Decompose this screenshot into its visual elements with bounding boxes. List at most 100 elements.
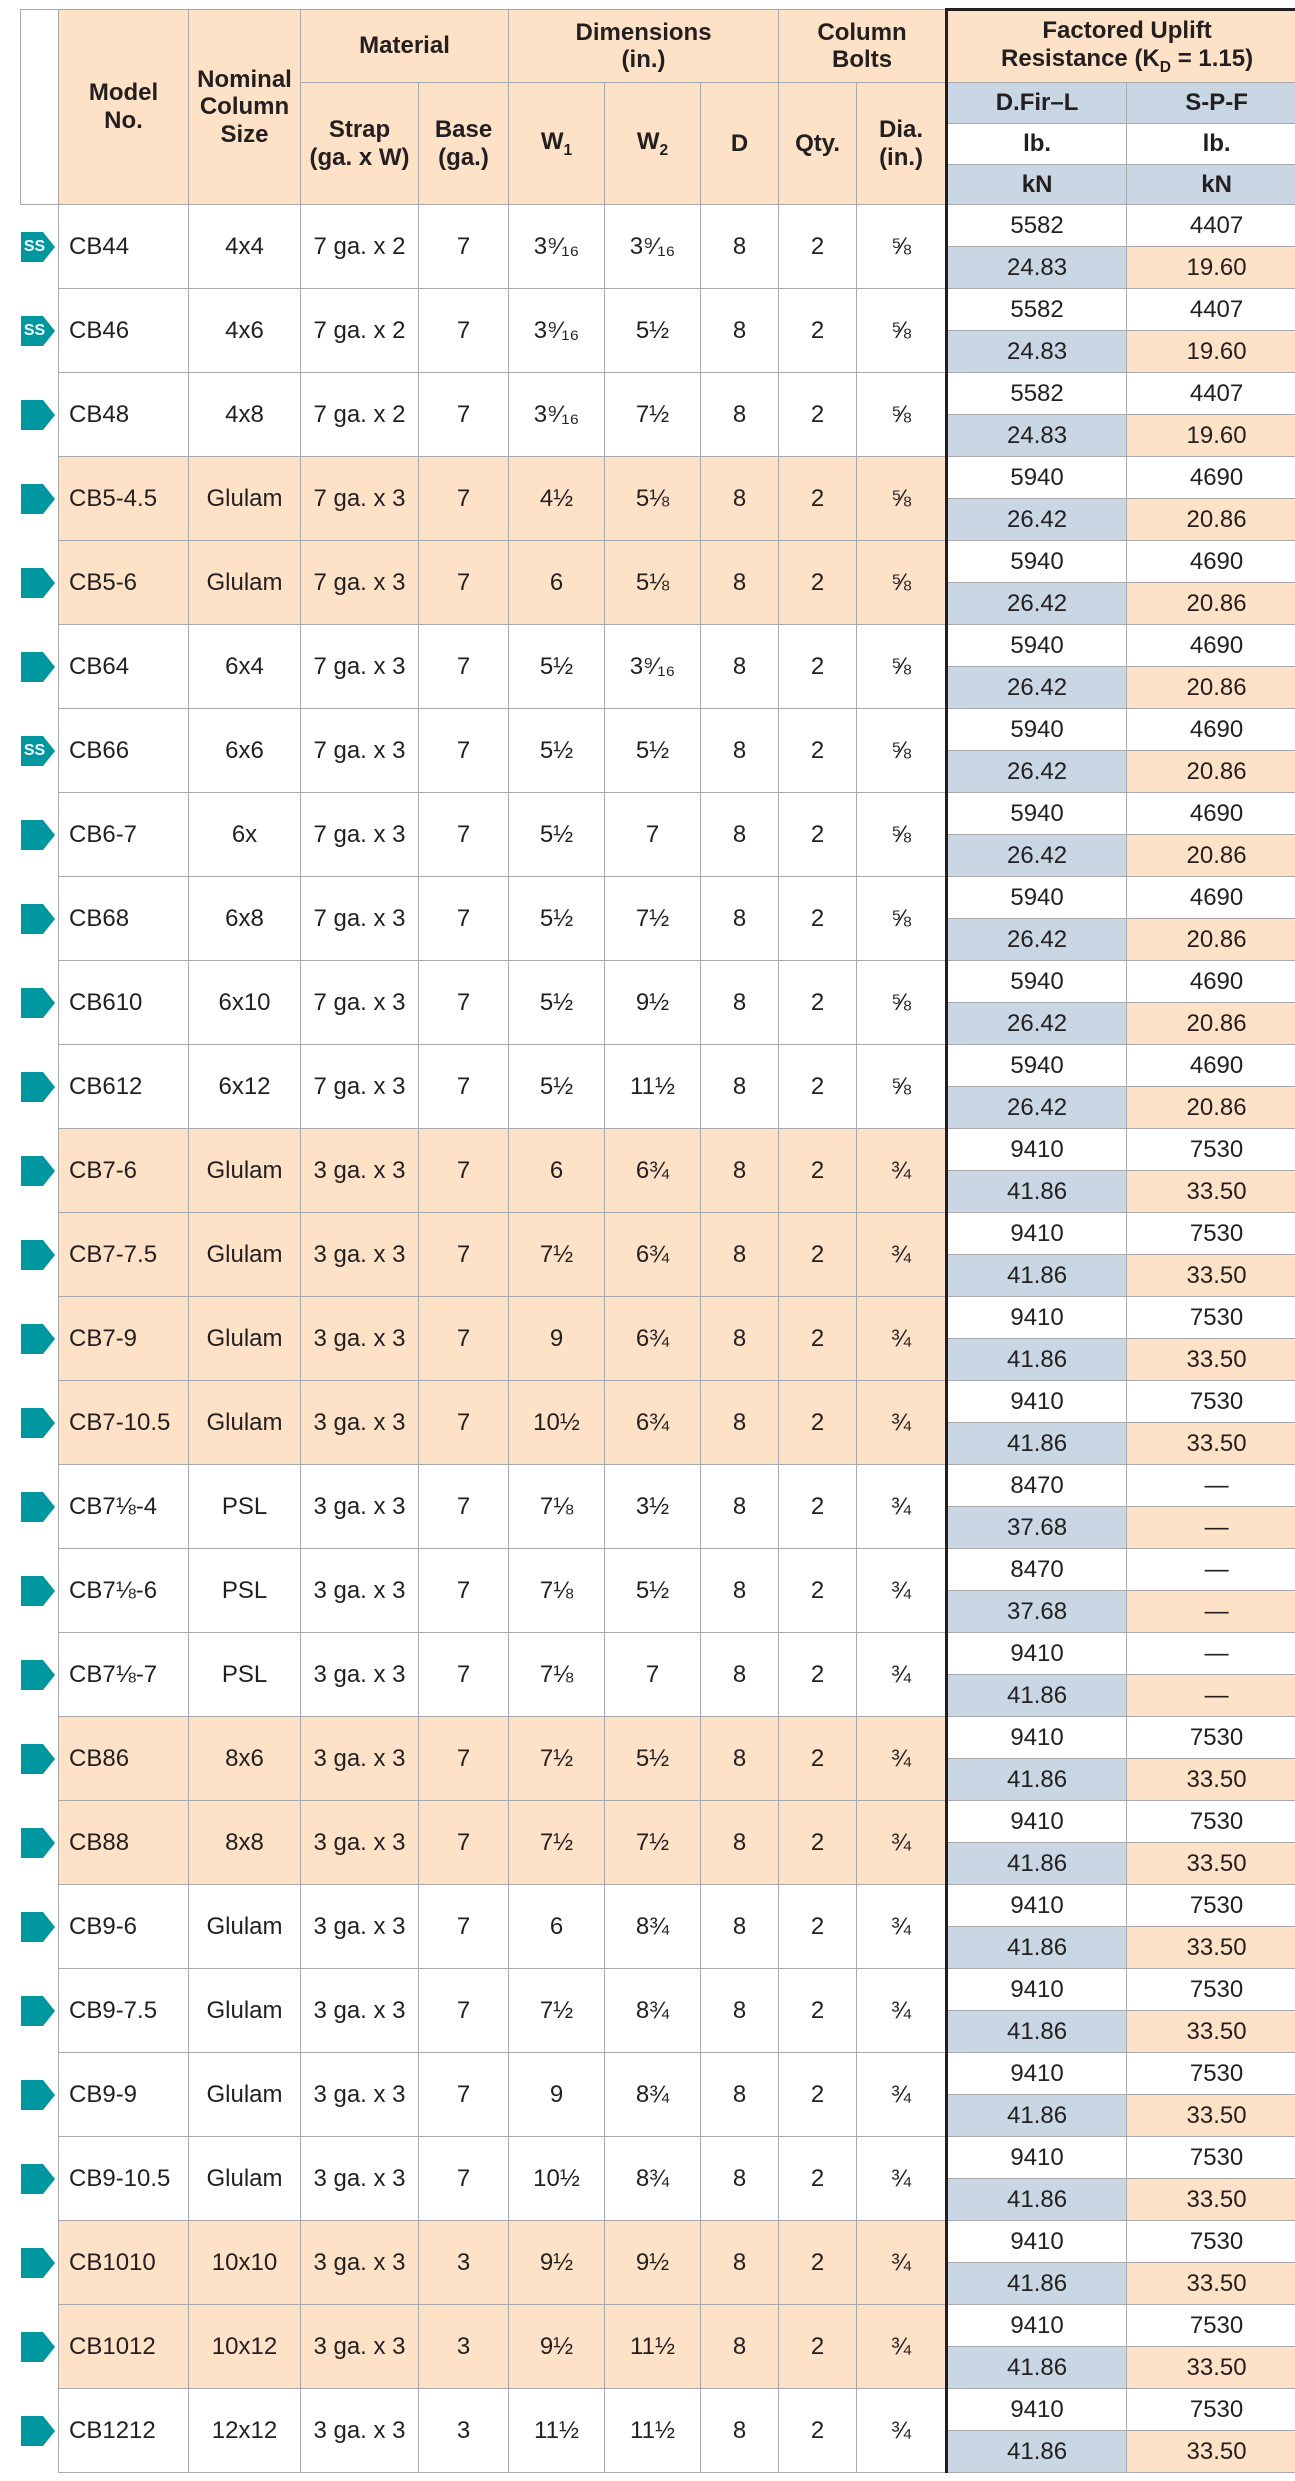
cell-base: 7 bbox=[419, 1045, 509, 1129]
cell-d: 8 bbox=[701, 625, 779, 709]
cell-w1: 3⁹⁄₁₆ bbox=[509, 373, 605, 457]
cell-d: 8 bbox=[701, 1633, 779, 1717]
cell-dia: ¾ bbox=[857, 1381, 947, 1465]
cell-model: CB5-4.5 bbox=[59, 457, 189, 541]
cell-w2: 8¾ bbox=[605, 1885, 701, 1969]
table-body: SSCB444x47 ga. x 273⁹⁄₁₆3⁹⁄₁₆82⅝55824407… bbox=[21, 205, 1295, 2473]
cell-lb-spf: 7530 bbox=[1127, 1717, 1295, 1759]
cell-lb-dfir: 5582 bbox=[947, 205, 1127, 247]
cell-kn-dfir: 41.86 bbox=[947, 1843, 1127, 1885]
row-tag-icon bbox=[21, 820, 55, 850]
cell-strap: 7 ga. x 3 bbox=[301, 877, 419, 961]
table-row: CB484x87 ga. x 273⁹⁄₁₆7½82⅝55824407 bbox=[21, 373, 1295, 415]
cell-lb-dfir: 9410 bbox=[947, 2389, 1127, 2431]
cell-base: 7 bbox=[419, 793, 509, 877]
cell-kn-spf: 19.60 bbox=[1127, 415, 1295, 457]
cell-kn-spf: — bbox=[1127, 1591, 1295, 1633]
cell-model: CB9-9 bbox=[59, 2053, 189, 2137]
cell-d: 8 bbox=[701, 1801, 779, 1885]
cell-lb-dfir: 9410 bbox=[947, 1381, 1127, 1423]
cell-w2: 3⁹⁄₁₆ bbox=[605, 625, 701, 709]
row-tag-icon bbox=[21, 1072, 55, 1102]
cell-qty: 2 bbox=[779, 2305, 857, 2389]
cell-qty: 2 bbox=[779, 625, 857, 709]
cell-lb-spf: 7530 bbox=[1127, 2221, 1295, 2263]
cell-strap: 3 ga. x 3 bbox=[301, 2137, 419, 2221]
cell-nominal: 6x bbox=[189, 793, 301, 877]
cell-kn-dfir: 26.42 bbox=[947, 835, 1127, 877]
cell-kn-spf: 33.50 bbox=[1127, 1171, 1295, 1213]
cell-model: CB5-6 bbox=[59, 541, 189, 625]
cell-kn-dfir: 41.86 bbox=[947, 2179, 1127, 2221]
cell-lb-spf: 7530 bbox=[1127, 1129, 1295, 1171]
cell-lb-spf: 4690 bbox=[1127, 457, 1295, 499]
cell-kn-dfir: 26.42 bbox=[947, 751, 1127, 793]
cell-base: 7 bbox=[419, 1633, 509, 1717]
cell-dia: ⅝ bbox=[857, 373, 947, 457]
cell-base: 7 bbox=[419, 877, 509, 961]
row-tag-icon bbox=[21, 568, 55, 598]
cell-kn-dfir: 26.42 bbox=[947, 667, 1127, 709]
row-tag-icon bbox=[21, 1744, 55, 1774]
cell-w1: 5½ bbox=[509, 793, 605, 877]
table-row: CB5-4.5Glulam7 ga. x 374½5⅛82⅝59404690 bbox=[21, 457, 1295, 499]
cell-lb-dfir: 8470 bbox=[947, 1465, 1127, 1507]
table-row: CB101210x123 ga. x 339½11½82¾94107530 bbox=[21, 2305, 1295, 2347]
cell-model: CB9-7.5 bbox=[59, 1969, 189, 2053]
table-row: CB6126x127 ga. x 375½11½82⅝59404690 bbox=[21, 1045, 1295, 1087]
cell-dia: ⅝ bbox=[857, 289, 947, 373]
cell-nominal: Glulam bbox=[189, 1297, 301, 1381]
cell-w2: 11½ bbox=[605, 1045, 701, 1129]
cell-qty: 2 bbox=[779, 289, 857, 373]
cell-nominal: 6x4 bbox=[189, 625, 301, 709]
cell-qty: 2 bbox=[779, 2389, 857, 2473]
cell-lb-spf: 4690 bbox=[1127, 625, 1295, 667]
hdr-kn-spf: kN bbox=[1127, 164, 1295, 205]
cell-nominal: 8x6 bbox=[189, 1717, 301, 1801]
cell-lb-spf: 7530 bbox=[1127, 1381, 1295, 1423]
row-tag-icon bbox=[21, 988, 55, 1018]
cell-kn-dfir: 41.86 bbox=[947, 2347, 1127, 2389]
cell-strap: 3 ga. x 3 bbox=[301, 1969, 419, 2053]
cell-qty: 2 bbox=[779, 1213, 857, 1297]
cell-model: CB610 bbox=[59, 961, 189, 1045]
row-tag-icon bbox=[21, 1408, 55, 1438]
cell-kn-dfir: 26.42 bbox=[947, 1003, 1127, 1045]
cell-strap: 3 ga. x 3 bbox=[301, 1129, 419, 1213]
hdr-w1: W1 bbox=[509, 83, 605, 205]
cell-lb-dfir: 9410 bbox=[947, 2137, 1127, 2179]
cell-kn-dfir: 41.86 bbox=[947, 1675, 1127, 1717]
cell-d: 8 bbox=[701, 709, 779, 793]
cell-kn-spf: 33.50 bbox=[1127, 2179, 1295, 2221]
table-row: CB686x87 ga. x 375½7½82⅝59404690 bbox=[21, 877, 1295, 919]
cell-kn-spf: 33.50 bbox=[1127, 1927, 1295, 1969]
cell-w1: 3⁹⁄₁₆ bbox=[509, 289, 605, 373]
cell-lb-spf: 7530 bbox=[1127, 2137, 1295, 2179]
cell-kn-dfir: 37.68 bbox=[947, 1507, 1127, 1549]
cell-d: 8 bbox=[701, 289, 779, 373]
cell-qty: 2 bbox=[779, 1969, 857, 2053]
cell-d: 8 bbox=[701, 1549, 779, 1633]
cell-w1: 5½ bbox=[509, 961, 605, 1045]
table-header: ModelNo. NominalColumnSize Material Dime… bbox=[21, 10, 1295, 205]
cell-lb-spf: 4407 bbox=[1127, 373, 1295, 415]
cell-base: 7 bbox=[419, 289, 509, 373]
cell-kn-dfir: 26.42 bbox=[947, 919, 1127, 961]
cell-nominal: 4x4 bbox=[189, 205, 301, 289]
cell-nominal: 10x10 bbox=[189, 2221, 301, 2305]
cell-base: 7 bbox=[419, 1549, 509, 1633]
cell-lb-dfir: 5940 bbox=[947, 625, 1127, 667]
cell-base: 7 bbox=[419, 625, 509, 709]
cell-kn-dfir: 41.86 bbox=[947, 2431, 1127, 2473]
cell-kn-dfir: 41.86 bbox=[947, 1927, 1127, 1969]
cell-kn-spf: 20.86 bbox=[1127, 583, 1295, 625]
cell-base: 7 bbox=[419, 373, 509, 457]
cell-w2: 8¾ bbox=[605, 1969, 701, 2053]
cell-lb-dfir: 5582 bbox=[947, 373, 1127, 415]
cell-kn-spf: 20.86 bbox=[1127, 1003, 1295, 1045]
cell-lb-dfir: 9410 bbox=[947, 1717, 1127, 1759]
cell-dia: ¾ bbox=[857, 2137, 947, 2221]
cell-w1: 6 bbox=[509, 1129, 605, 1213]
cell-nominal: Glulam bbox=[189, 1885, 301, 1969]
cell-nominal: 6x12 bbox=[189, 1045, 301, 1129]
